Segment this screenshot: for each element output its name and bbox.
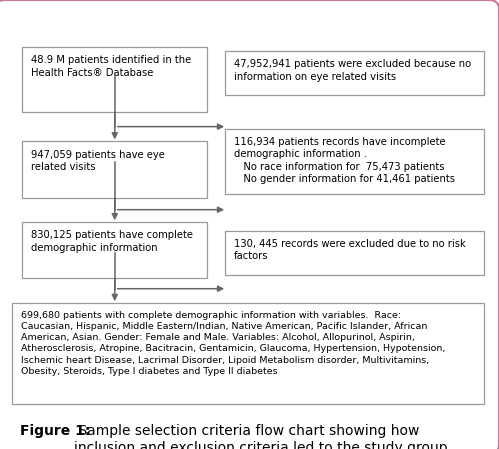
FancyBboxPatch shape [225, 51, 484, 95]
FancyBboxPatch shape [12, 303, 484, 404]
FancyBboxPatch shape [225, 129, 484, 194]
Text: 130, 445 records were excluded due to no risk
factors: 130, 445 records were excluded due to no… [234, 239, 465, 261]
Text: Figure 1:: Figure 1: [20, 424, 90, 438]
Text: 47,952,941 patients were excluded because no
information on eye related visits: 47,952,941 patients were excluded becaus… [234, 59, 471, 82]
FancyBboxPatch shape [22, 47, 207, 112]
FancyBboxPatch shape [22, 141, 207, 198]
Text: 699,680 patients with complete demographic information with variables.  Race:
Ca: 699,680 patients with complete demograph… [21, 311, 446, 376]
FancyBboxPatch shape [225, 231, 484, 275]
Text: 830,125 patients have complete
demographic information: 830,125 patients have complete demograph… [31, 230, 194, 253]
Text: 947,059 patients have eye
related visits: 947,059 patients have eye related visits [31, 150, 165, 172]
Text: Sample selection criteria flow chart showing how
inclusion and exclusion criteri: Sample selection criteria flow chart sho… [74, 424, 452, 449]
Text: 116,934 patients records have incomplete
demographic information .
   No race in: 116,934 patients records have incomplete… [234, 137, 455, 184]
FancyBboxPatch shape [22, 222, 207, 278]
Text: 48.9 M patients identified in the
Health Facts® Database: 48.9 M patients identified in the Health… [31, 55, 192, 78]
